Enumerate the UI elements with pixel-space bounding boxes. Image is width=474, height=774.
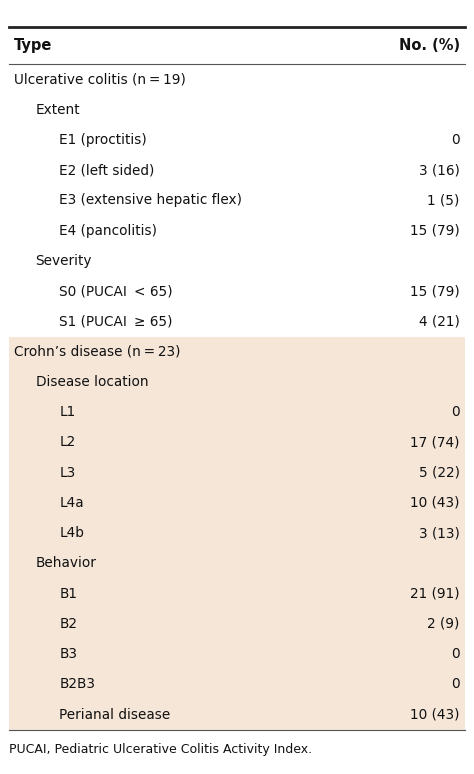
- Bar: [9, 64, 465, 337]
- Text: B2B3: B2B3: [59, 677, 95, 691]
- Text: L4a: L4a: [59, 496, 84, 510]
- Text: E4 (pancolitis): E4 (pancolitis): [59, 224, 157, 238]
- Text: Severity: Severity: [36, 254, 92, 268]
- Text: No. (%): No. (%): [399, 38, 460, 53]
- Text: 0: 0: [451, 406, 460, 420]
- Text: Perianal disease: Perianal disease: [59, 707, 171, 721]
- Text: E2 (left sided): E2 (left sided): [59, 163, 155, 177]
- Text: B3: B3: [59, 647, 77, 661]
- Text: 0: 0: [451, 647, 460, 661]
- Text: E1 (proctitis): E1 (proctitis): [59, 133, 147, 147]
- Text: 3 (13): 3 (13): [419, 526, 460, 540]
- Text: B1: B1: [59, 587, 77, 601]
- Text: L4b: L4b: [59, 526, 84, 540]
- Text: S0 (PUCAI  < 65): S0 (PUCAI < 65): [59, 284, 173, 298]
- Text: 15 (79): 15 (79): [410, 284, 460, 298]
- Text: 1 (5): 1 (5): [428, 194, 460, 207]
- Text: Behavior: Behavior: [36, 557, 96, 570]
- Text: E3 (extensive hepatic flex): E3 (extensive hepatic flex): [59, 194, 242, 207]
- Text: 17 (74): 17 (74): [410, 436, 460, 450]
- Text: Ulcerative colitis (n = 19): Ulcerative colitis (n = 19): [14, 73, 186, 87]
- Text: 0: 0: [451, 133, 460, 147]
- Text: 4 (21): 4 (21): [419, 314, 460, 328]
- Text: 10 (43): 10 (43): [410, 707, 460, 721]
- Bar: [9, 337, 465, 730]
- Text: L3: L3: [59, 466, 75, 480]
- Text: 21 (91): 21 (91): [410, 587, 460, 601]
- Text: L2: L2: [59, 436, 75, 450]
- Text: Disease location: Disease location: [36, 375, 148, 389]
- Text: 15 (79): 15 (79): [410, 224, 460, 238]
- Text: PUCAI, Pediatric Ulcerative Colitis Activity Index.: PUCAI, Pediatric Ulcerative Colitis Acti…: [9, 743, 313, 755]
- Text: 2 (9): 2 (9): [428, 617, 460, 631]
- Text: B2: B2: [59, 617, 77, 631]
- Bar: [9, 27, 465, 64]
- Text: 3 (16): 3 (16): [419, 163, 460, 177]
- Text: 5 (22): 5 (22): [419, 466, 460, 480]
- Text: Crohn’s disease (n = 23): Crohn’s disease (n = 23): [14, 344, 181, 358]
- Text: Extent: Extent: [36, 103, 80, 117]
- Text: L1: L1: [59, 406, 75, 420]
- Text: 0: 0: [451, 677, 460, 691]
- Text: Type: Type: [14, 38, 53, 53]
- Text: S1 (PUCAI  ≥ 65): S1 (PUCAI ≥ 65): [59, 314, 173, 328]
- Text: 10 (43): 10 (43): [410, 496, 460, 510]
